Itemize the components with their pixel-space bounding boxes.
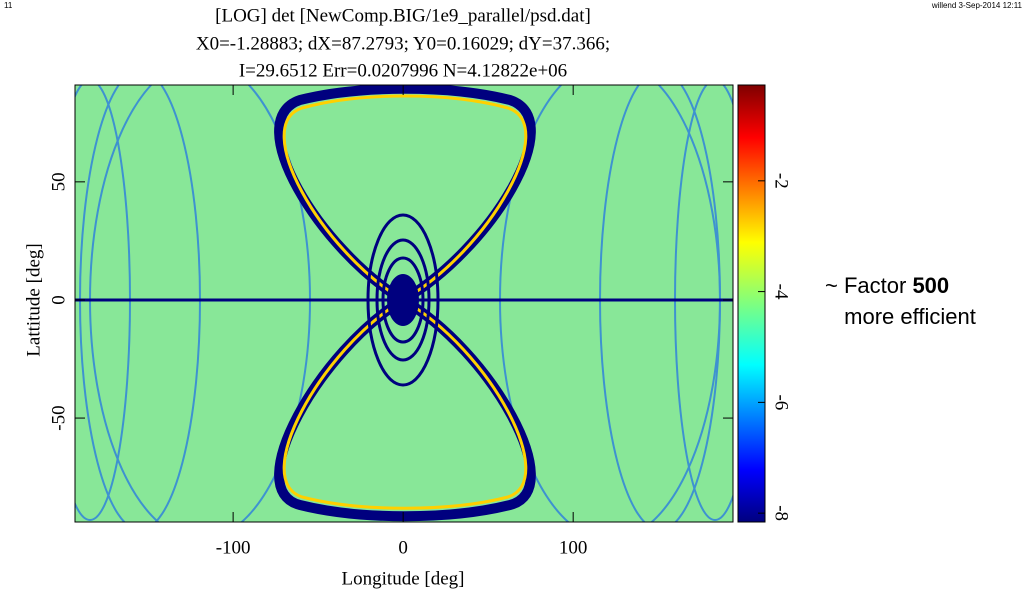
stamp: willend 3-Sep-2014 12:11 xyxy=(931,1,1023,10)
heatmap xyxy=(75,85,733,522)
colorbar-tick-label: -6 xyxy=(771,394,792,410)
page-label: 11 xyxy=(4,1,13,10)
annotation: ~ Factor 500 xyxy=(825,273,949,298)
title-line: [LOG] det [NewComp.BIG/1e9_parallel/psd.… xyxy=(215,5,591,26)
x-axis-label: Longitude [deg] xyxy=(342,568,465,589)
plot-frame xyxy=(74,84,734,523)
colorbar xyxy=(737,84,766,523)
y-tick-label: 50 xyxy=(48,172,69,191)
y-axis-label: Lattitude [deg] xyxy=(23,243,44,356)
x-tick-label: -100 xyxy=(216,537,251,558)
y-tick-label: -50 xyxy=(48,405,69,430)
annotation: more efficient xyxy=(844,304,976,329)
annotation-bold: 500 xyxy=(912,273,949,298)
title-line: I=29.6512 Err=0.0207996 N=4.12822e+06 xyxy=(239,60,567,81)
colorbar-tick-label: -2 xyxy=(771,173,792,189)
annotation-text: ~ Factor xyxy=(825,273,906,298)
y-tick-label: 0 xyxy=(48,295,69,305)
colorbar-tick-label: -8 xyxy=(771,505,792,521)
colorbar-tick-label: -4 xyxy=(771,284,792,300)
title-line: X0=-1.28883; dX=87.2793; Y0=0.16029; dY=… xyxy=(196,33,610,54)
x-tick-label: 0 xyxy=(398,537,408,558)
x-tick-label: 100 xyxy=(559,537,588,558)
